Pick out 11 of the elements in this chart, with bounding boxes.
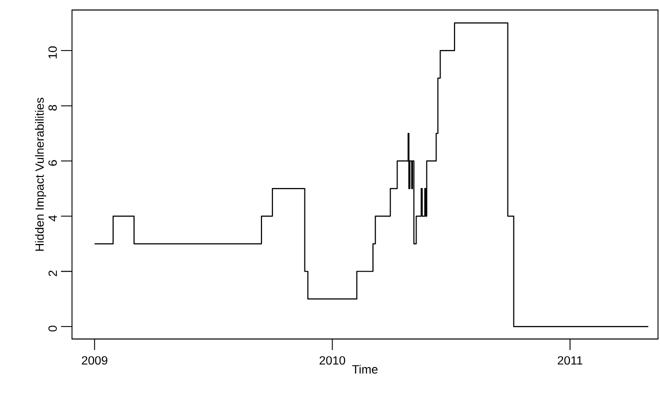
y-tick-label: 4 [48,215,57,222]
y-tick-label: 8 [48,104,57,111]
y-tick-label: 0 [48,326,57,332]
x-axis-title: Time [352,364,378,374]
y-tick-label: 2 [48,270,57,276]
x-tick-label: 2010 [320,356,346,365]
x-tick-label: 2011 [558,356,582,365]
y-tick-label: 10 [48,46,57,58]
x-tick-label: 2009 [82,356,108,365]
y-tick-label: 6 [48,160,57,166]
y-axis-title: Hidden Impact Vulnerabilities [35,98,46,251]
